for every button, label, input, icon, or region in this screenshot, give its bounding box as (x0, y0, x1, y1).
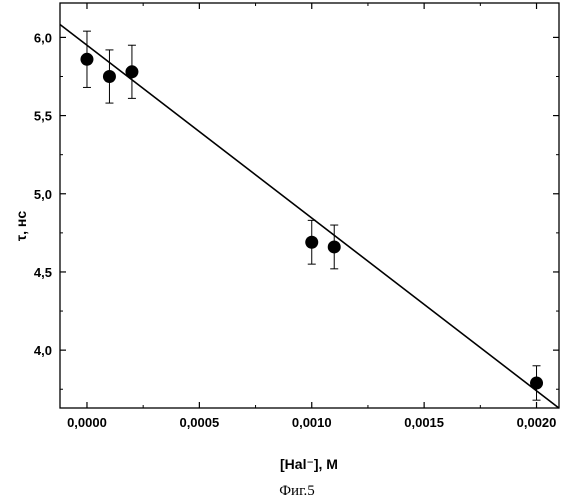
data-point (530, 376, 543, 389)
figure-caption: Фиг.5 (279, 483, 315, 499)
data-point (305, 236, 318, 249)
data-point (103, 70, 116, 83)
data-point (328, 240, 341, 253)
y-tick-label: 5,0 (34, 187, 52, 202)
y-axis-label: τ, нс (13, 211, 29, 241)
points-layer (80, 31, 543, 400)
y-tick-label: 4,0 (34, 343, 52, 358)
fit-layer (60, 24, 559, 408)
y-tick-label: 6,0 (34, 30, 52, 45)
plot-frame (60, 3, 559, 408)
x-tick-label: 0,0000 (67, 415, 107, 430)
data-point (125, 65, 138, 78)
x-tick-label: 0,0020 (517, 415, 557, 430)
x-tick-label: 0,0015 (404, 415, 444, 430)
x-tick-label: 0,0005 (179, 415, 219, 430)
labels-layer: [Hal⁻], M τ, нс Фиг.5 (13, 211, 338, 499)
ticks-layer: 0,0000 0,0005 0,0010 0,0015 0,0020 4,0 4,5 5,0 5… (34, 3, 559, 430)
y-tick-label: 4,5 (34, 265, 52, 280)
x-axis-label: [Hal⁻], M (280, 456, 338, 472)
data-point (80, 53, 93, 66)
fit-line (60, 24, 559, 408)
y-tick-label: 5,5 (34, 109, 52, 124)
x-tick-label: 0,0010 (292, 415, 332, 430)
